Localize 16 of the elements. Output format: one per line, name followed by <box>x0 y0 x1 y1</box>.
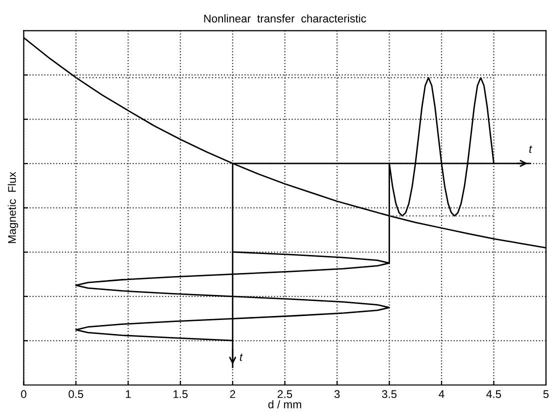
x-tick-label: 0.5 <box>68 390 84 398</box>
x-tick-label: 3 <box>334 390 340 398</box>
y-axis-title: Magnetic Flux <box>8 172 18 244</box>
x-axis-title: d / mm <box>268 400 302 408</box>
x-tick-label: 2 <box>230 390 236 398</box>
annotation: t <box>529 146 532 153</box>
x-tick-label: 2.5 <box>278 390 292 398</box>
annotation: t <box>240 354 243 361</box>
x-tick-label: 3.5 <box>382 390 397 398</box>
x-tick-label: 4.5 <box>486 390 502 398</box>
x-tick-label: 5 <box>543 390 549 398</box>
x-tick-label: 1.5 <box>174 390 188 398</box>
x-tick-label: 1 <box>126 390 131 398</box>
x-tick-label: 4 <box>438 390 444 398</box>
x-tick-label: 0 <box>21 390 26 398</box>
chart-title: Nonlinear transfer characteristic <box>204 14 366 22</box>
